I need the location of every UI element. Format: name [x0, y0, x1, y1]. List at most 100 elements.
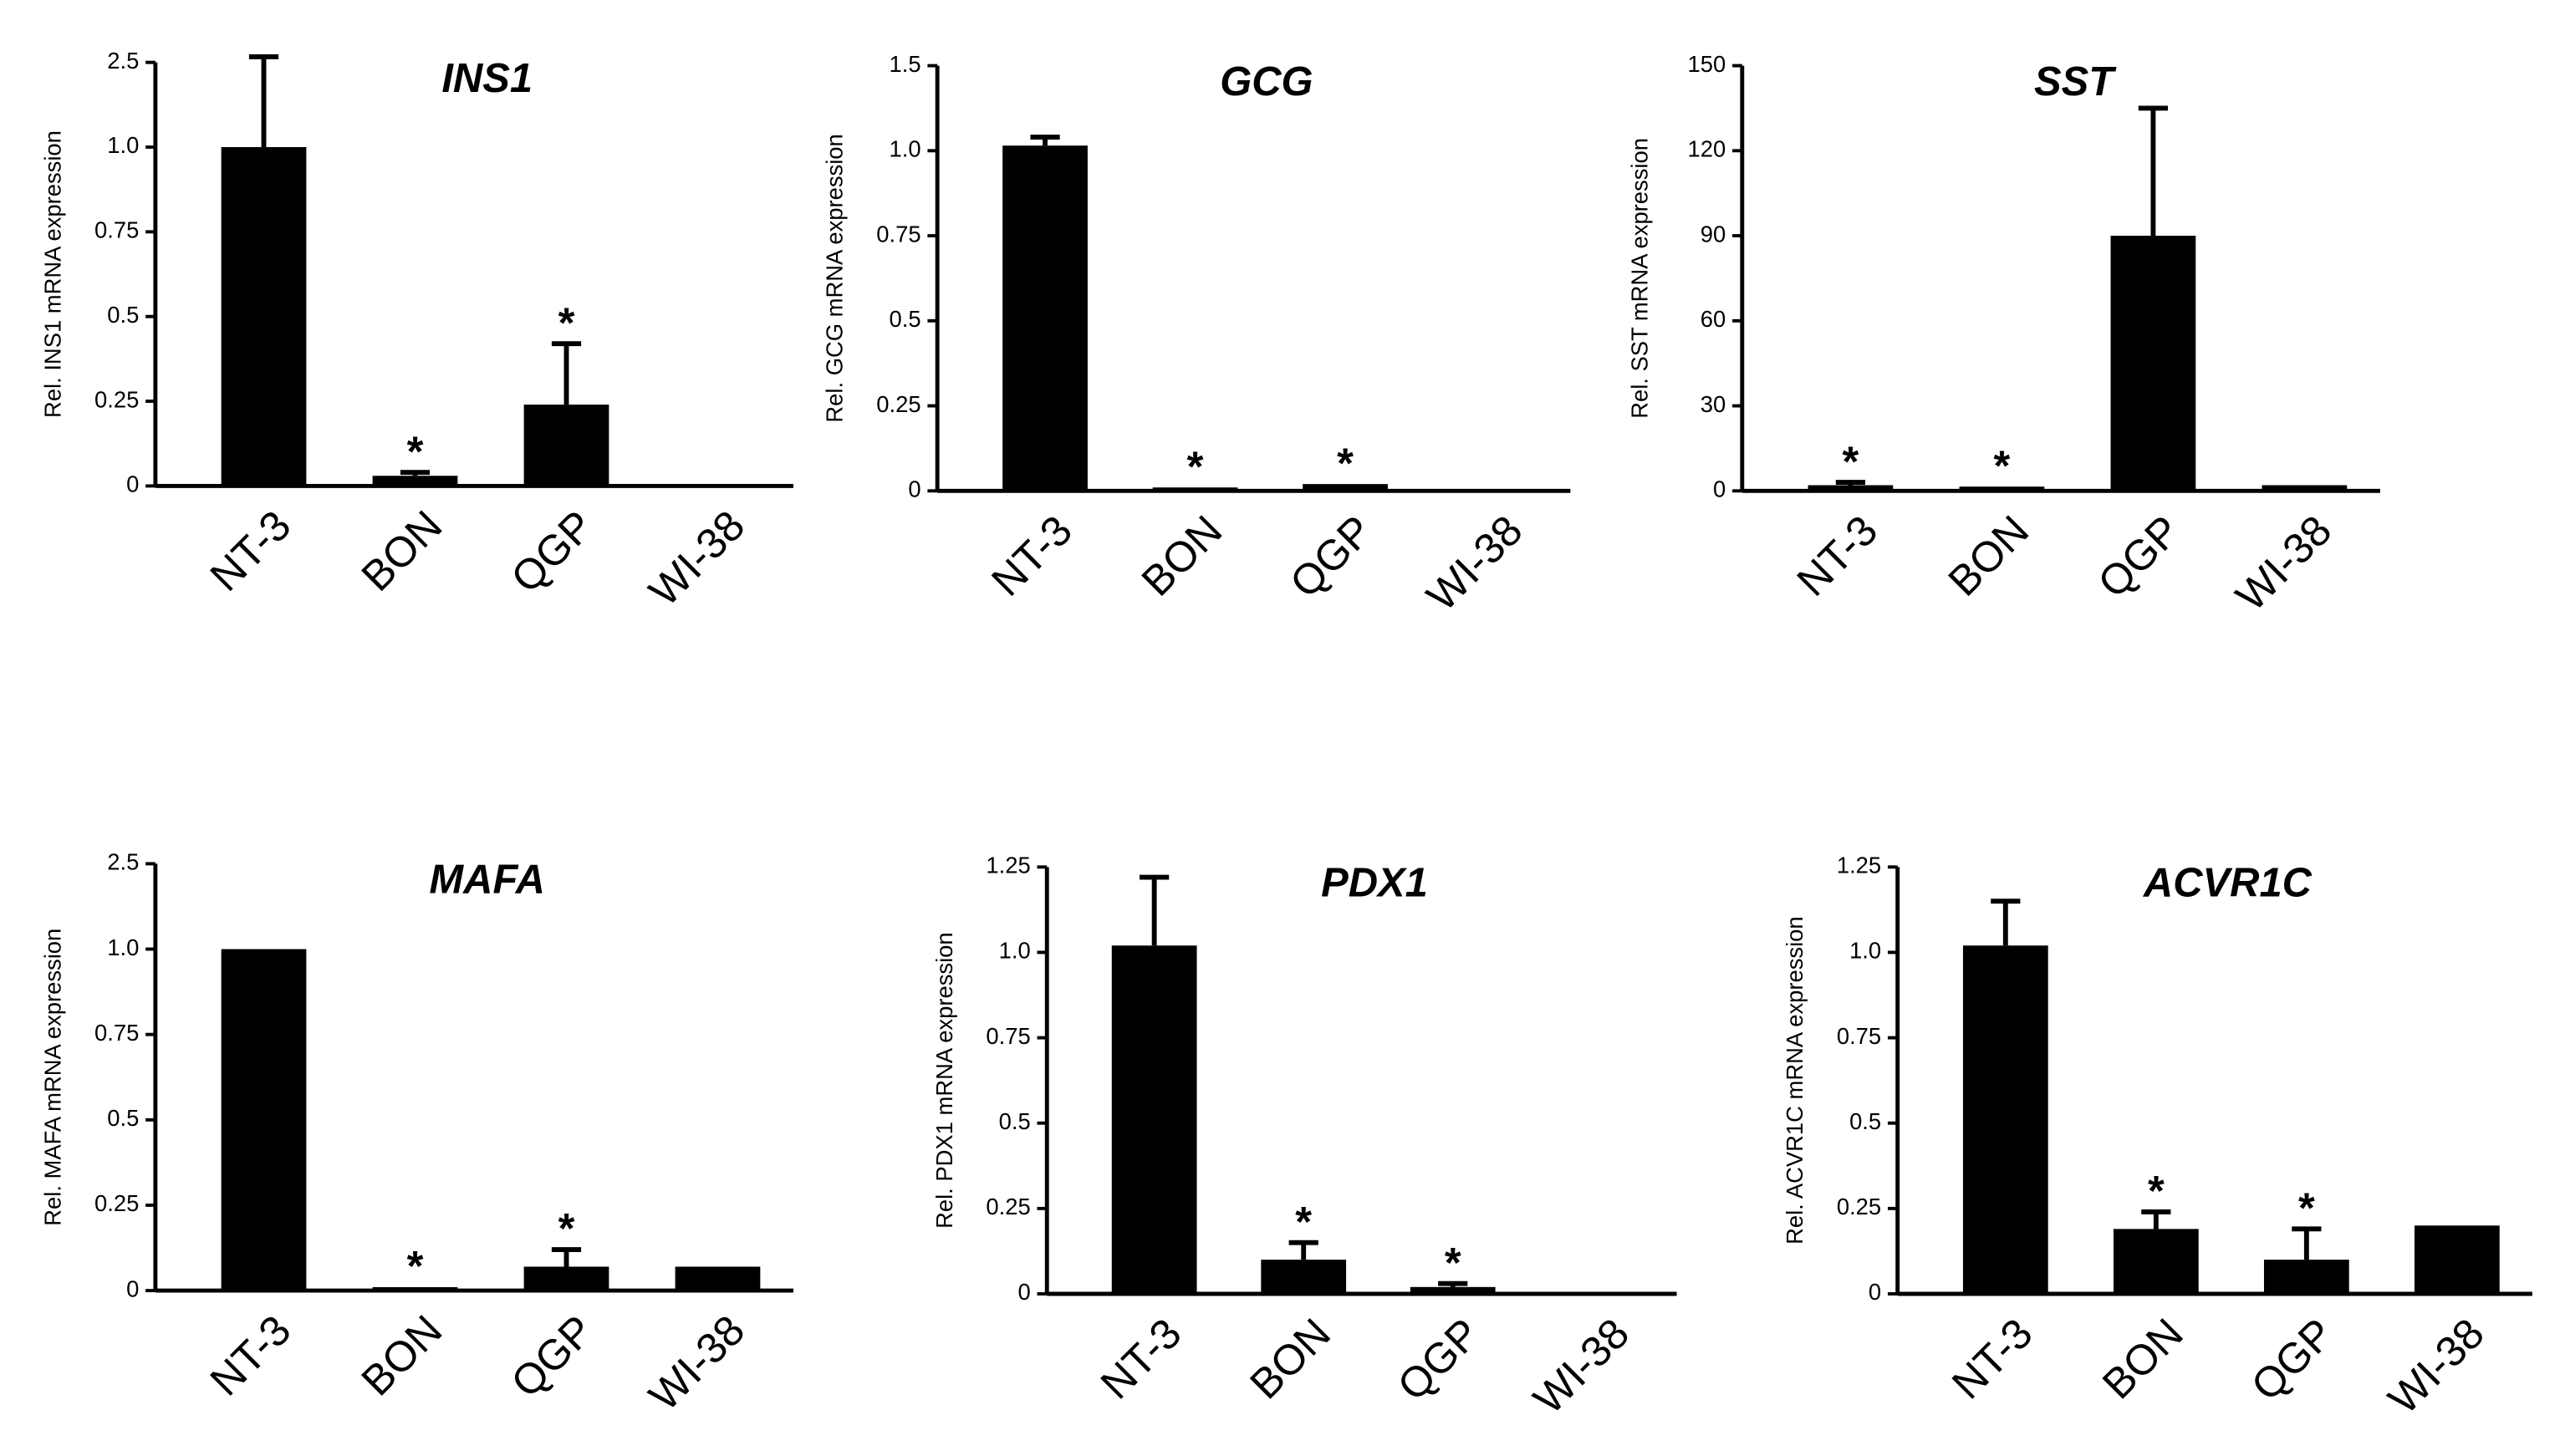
- bar: [1962, 945, 2048, 1294]
- chart: 0 0.25 0.5 0.75 1.0 1.5 Rel. GCG mRNA expressi…: [822, 51, 1571, 620]
- y-tick-label: 60: [1701, 306, 1726, 332]
- bar: [523, 1266, 609, 1291]
- bar: [1303, 484, 1388, 491]
- significance-marker: *: [1187, 442, 1204, 490]
- bar: [675, 1266, 761, 1291]
- error-bar: [1140, 874, 1170, 946]
- y-tick-label: 1.0: [107, 934, 139, 960]
- significance-marker: *: [407, 1242, 424, 1290]
- y-tick-label: 90: [1701, 221, 1726, 247]
- y-tick-label: 0.25: [94, 386, 139, 412]
- error-bar: [1438, 1280, 1468, 1287]
- chart: 0 0.25 0.5 0.75 1.0 2.5 Rel. INS1 mRNA express…: [39, 48, 793, 615]
- x-tick-label: BON: [1132, 507, 1231, 605]
- chart: 0 30 60 90 120 150 Rel. SST mRNA expression SST…: [1626, 51, 2380, 620]
- bar: [1111, 945, 1197, 1294]
- y-tick-label: 0.5: [890, 306, 921, 332]
- x-tick-label: QGP: [502, 1306, 602, 1406]
- x-tick-label: WI-38: [640, 1306, 753, 1419]
- y-tick-label: 120: [1688, 136, 1726, 162]
- y-tick-label: 0: [126, 1275, 139, 1301]
- y-tick-label: 0.5: [1849, 1108, 1881, 1134]
- x-tick-label: WI-38: [1524, 1309, 1638, 1423]
- error-bar: [400, 470, 431, 476]
- error-bar: [1030, 135, 1060, 146]
- y-tick-label: 0.5: [107, 1105, 139, 1131]
- y-tick-label: 1.5: [890, 51, 921, 77]
- y-tick-label: 1.25: [1837, 853, 1881, 878]
- chart-title: GCG: [1220, 59, 1313, 104]
- error-bar: [551, 1247, 582, 1267]
- x-tick-label: WI-38: [2226, 507, 2340, 620]
- bar: [2263, 1260, 2349, 1294]
- y-axis-label: Rel. SST mRNA expression: [1626, 138, 1652, 419]
- x-tick-label: WI-38: [1417, 507, 1531, 620]
- y-tick-label: 2.5: [107, 849, 139, 875]
- x-tick-label: QGP: [2242, 1309, 2343, 1409]
- y-tick-label: 0.75: [94, 217, 139, 243]
- x-tick-label: NT-3: [1943, 1309, 2042, 1408]
- chart: 0 0.25 0.5 0.75 1.0 1.25 Rel. ACVR1C mRNA expr…: [1782, 853, 2532, 1423]
- y-tick-label: 0.5: [999, 1108, 1031, 1134]
- bar: [372, 1286, 458, 1291]
- y-tick-label: 0.25: [1837, 1194, 1881, 1219]
- x-tick-label: QGP: [502, 501, 602, 602]
- bar: [2262, 485, 2348, 491]
- x-tick-label: QGP: [1281, 507, 1381, 607]
- y-tick-label: 0: [126, 471, 139, 497]
- error-bar: [2138, 105, 2169, 237]
- significance-marker: *: [1994, 441, 2011, 489]
- y-axis-label: Rel. GCG mRNA expression: [822, 134, 848, 422]
- y-tick-label: 0.75: [876, 221, 920, 247]
- y-tick-label: 1.0: [107, 132, 139, 158]
- bar: [1152, 487, 1238, 491]
- bar: [523, 405, 609, 486]
- significance-marker: *: [2148, 1167, 2165, 1214]
- significance-marker: *: [558, 1204, 575, 1252]
- y-tick-label: 1.0: [1849, 938, 1881, 964]
- bar: [372, 476, 458, 486]
- y-axis-label: Rel. INS1 mRNA expression: [39, 130, 65, 418]
- error-bar: [2141, 1209, 2171, 1229]
- x-tick-label: BON: [1241, 1309, 1339, 1408]
- x-tick-label: NT-3: [982, 507, 1081, 605]
- y-axis-label: Rel. ACVR1C mRNA expression: [1782, 916, 1808, 1245]
- x-tick-label: WI-38: [2379, 1309, 2493, 1423]
- bar: [1959, 486, 2045, 491]
- y-tick-label: 0.75: [986, 1023, 1030, 1049]
- chart-title: MAFA: [429, 858, 545, 903]
- significance-marker: *: [1445, 1239, 1461, 1286]
- y-tick-label: 0.75: [94, 1020, 139, 1046]
- significance-marker: *: [2298, 1184, 2315, 1232]
- x-tick-label: QGP: [1388, 1309, 1488, 1409]
- bar: [2113, 1229, 2199, 1294]
- bar: [2110, 236, 2196, 491]
- error-bar: [248, 53, 279, 148]
- y-tick-label: 1.0: [890, 136, 921, 162]
- chart: 0 0.25 0.5 0.75 1.0 1.25 Rel. PDX1 mRNA expres…: [931, 853, 1677, 1423]
- bar: [221, 949, 307, 1291]
- error-bar: [2292, 1226, 2322, 1260]
- error-bar: [1288, 1240, 1318, 1260]
- y-tick-label: 0.5: [107, 302, 139, 328]
- error-bar: [551, 341, 582, 405]
- y-axis-label: Rel. PDX1 mRNA expression: [931, 932, 957, 1228]
- chart-title: PDX1: [1321, 861, 1428, 906]
- x-tick-label: BON: [352, 1306, 451, 1404]
- chart-title: ACVR1C: [2143, 861, 2313, 906]
- y-tick-label: 150: [1688, 51, 1726, 77]
- x-tick-label: BON: [352, 501, 451, 600]
- y-tick-label: 30: [1701, 391, 1726, 417]
- y-tick-label: 1.25: [986, 853, 1030, 878]
- bar: [1002, 145, 1088, 491]
- x-tick-label: NT-3: [201, 501, 299, 600]
- x-tick-label: BON: [2093, 1309, 2192, 1408]
- chart: 0 0.25 0.5 0.75 1.0 2.5 Rel. MAFA mRNA express…: [39, 849, 793, 1420]
- y-tick-label: 0.25: [876, 391, 920, 417]
- x-tick-label: NT-3: [1787, 507, 1886, 605]
- error-bar: [1835, 480, 1866, 486]
- y-tick-label: 0: [1017, 1279, 1030, 1305]
- x-tick-label: BON: [1939, 507, 2037, 605]
- chart-title: SST: [2034, 59, 2117, 104]
- significance-marker: *: [558, 298, 575, 346]
